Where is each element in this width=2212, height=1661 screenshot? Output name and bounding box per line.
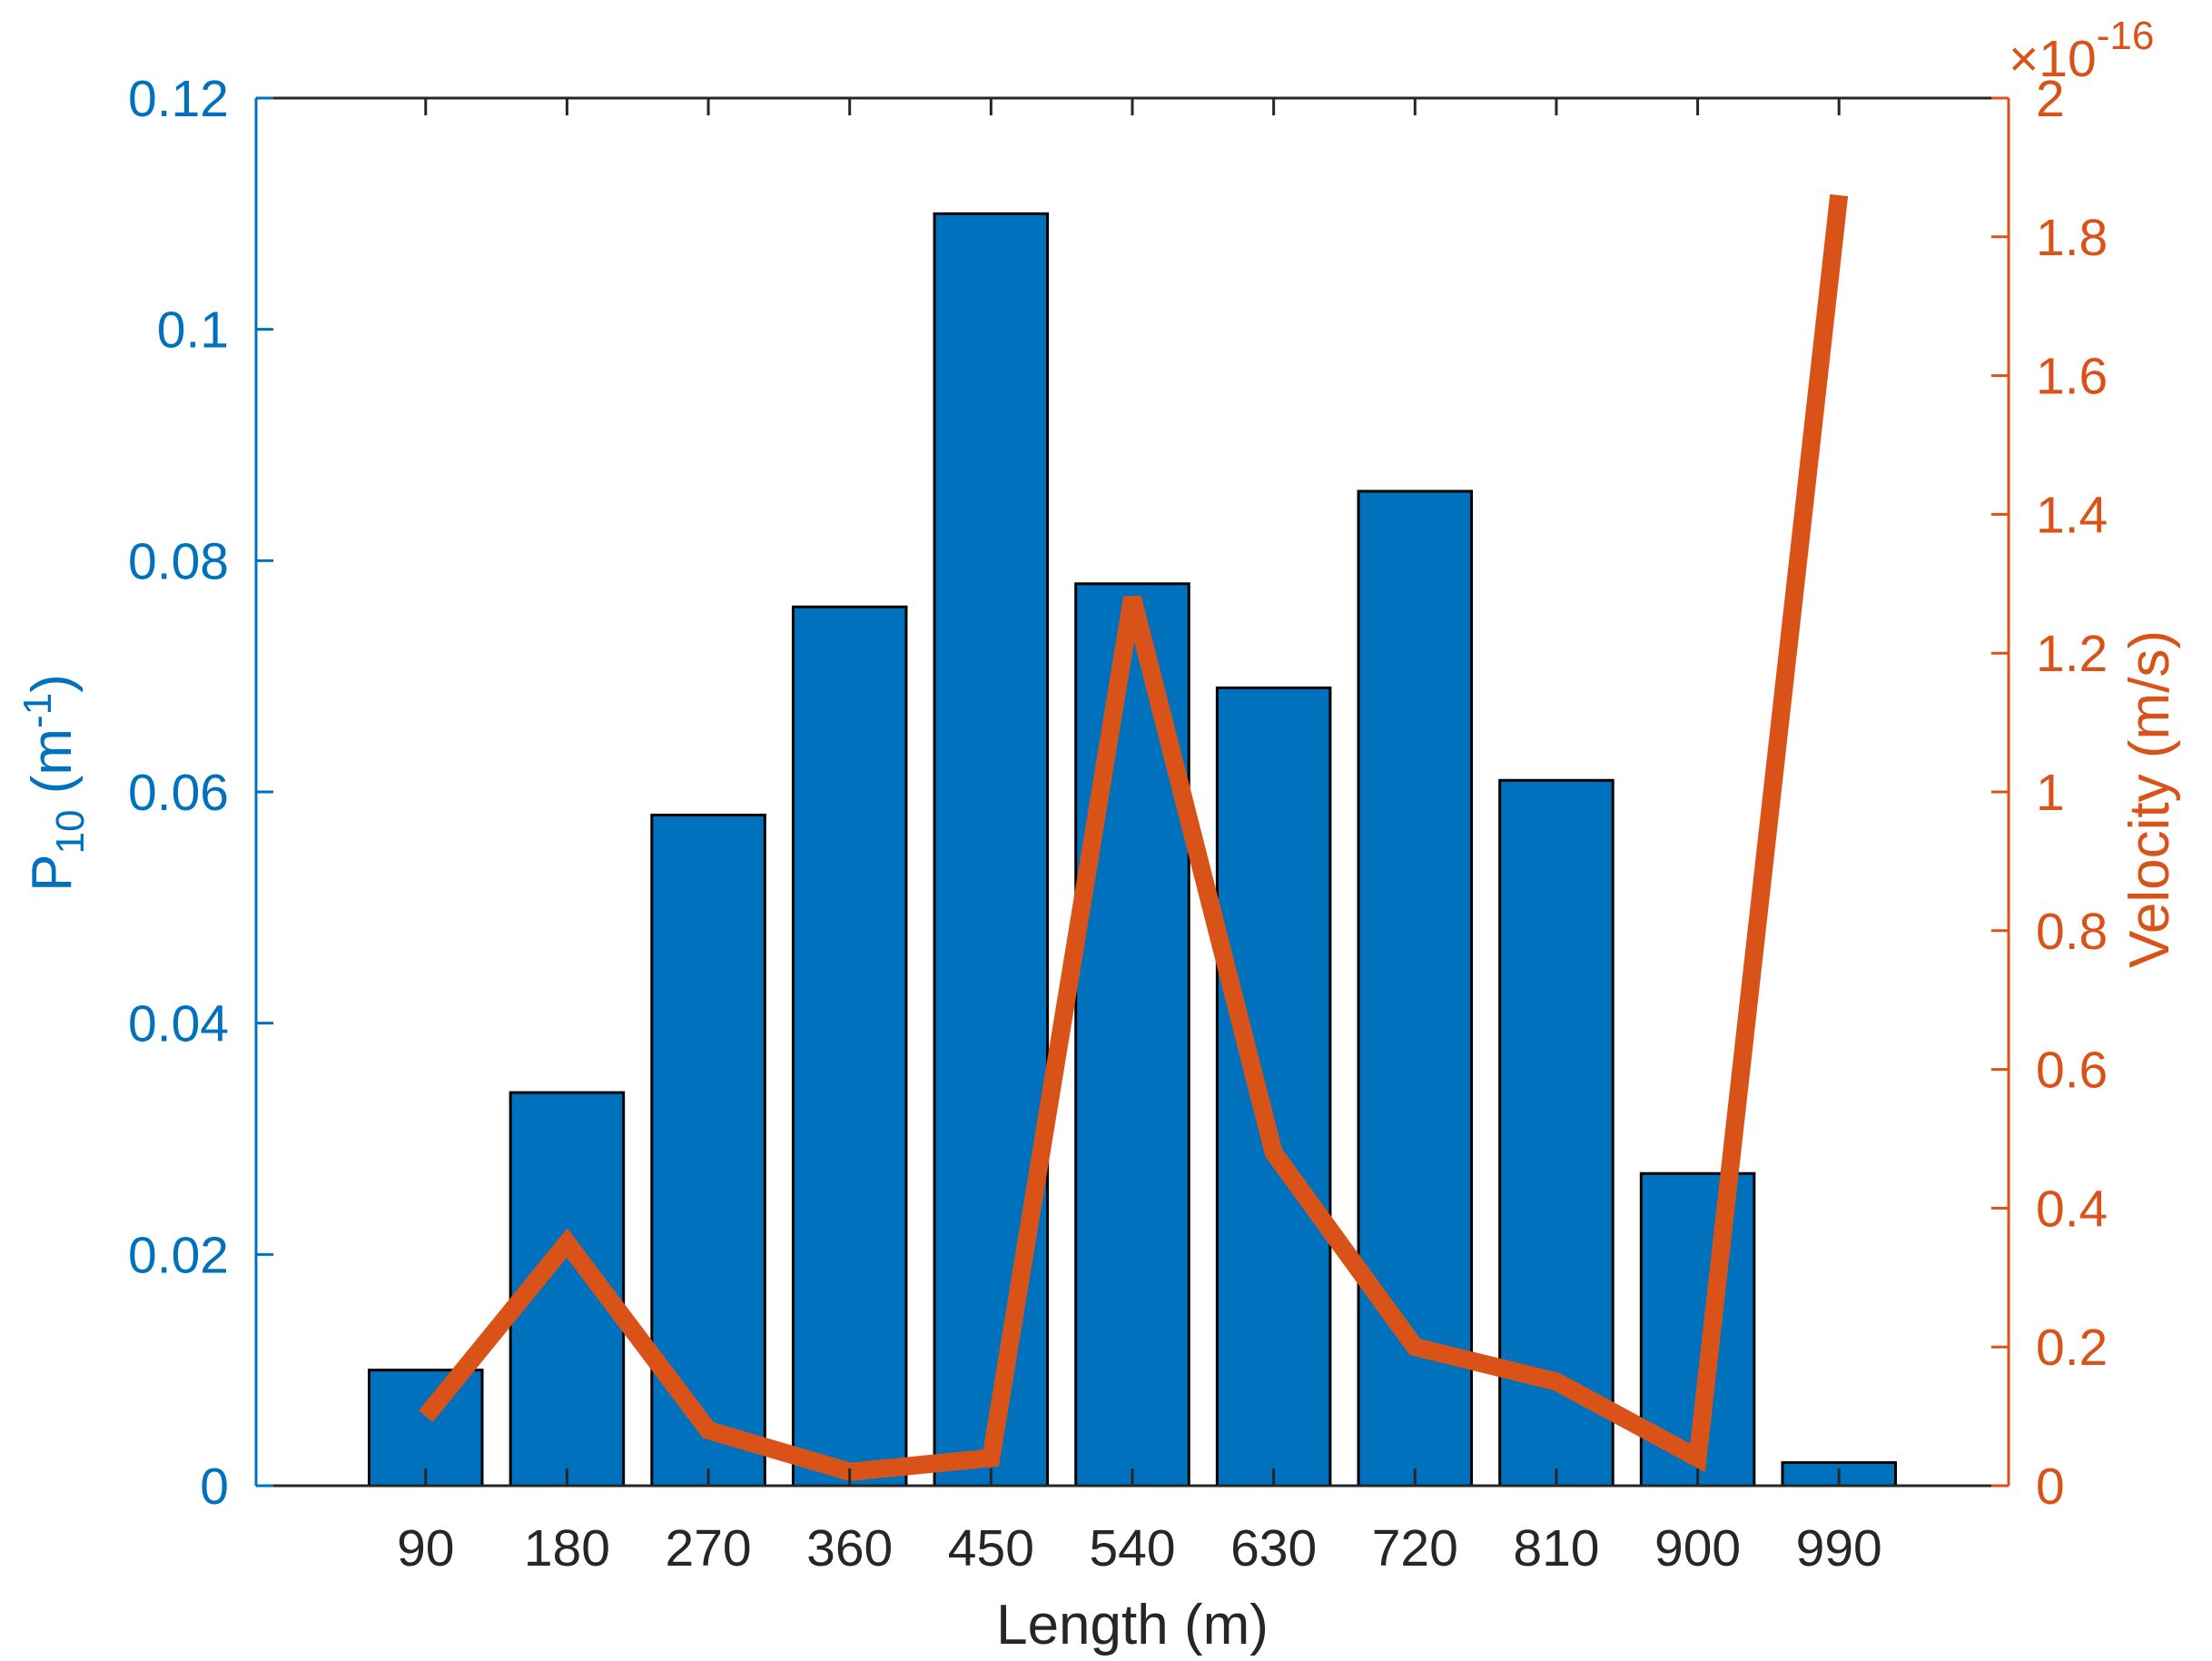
tick-labels: 90 180 270 360 450 540 630 720 810 900 990 0 0.02 0.0… (128, 70, 2108, 1577)
x-tick-label-810: 810 (1513, 1519, 1599, 1577)
y-right-tick-label-3: 0.6 (2036, 1042, 2108, 1100)
y-left-tick-label-4: 0.08 (128, 532, 229, 590)
x-tick-label-630: 630 (1230, 1519, 1317, 1577)
y-left-tick-label-5: 0.1 (157, 302, 229, 360)
y-axis-left-label: P10 (m-1) (15, 674, 93, 892)
x-tick-label-720: 720 (1372, 1519, 1458, 1577)
y-left-label-sup: -1 (15, 693, 60, 728)
bar-450 (933, 212, 1050, 1488)
bar-630 (1215, 686, 1332, 1488)
x-tick-label-450: 450 (948, 1519, 1034, 1577)
exponent-prefix: ×10 (2009, 30, 2097, 88)
y-left-tick-label-0: 0 (200, 1458, 229, 1516)
y-left-label-close: ) (21, 674, 84, 693)
axes (254, 96, 2010, 1488)
y-left-tick-label-6: 0.12 (128, 70, 229, 128)
y-right-tick-label-9: 1.8 (2036, 209, 2108, 267)
x-tick-label-360: 360 (806, 1519, 893, 1577)
y-left-label-unit: (m (21, 728, 84, 810)
exponent-power: -16 (2097, 14, 2155, 58)
y-axis-right-label: Velocity (m/s) (2118, 630, 2181, 968)
bar-360 (791, 605, 908, 1488)
x-axis-label: Length (m) (996, 1594, 1269, 1656)
bar-90 (368, 1369, 484, 1488)
y-right-tick-label-2: 0.4 (2036, 1180, 2108, 1238)
bar-720 (1357, 489, 1474, 1488)
x-tick-label-270: 270 (666, 1519, 752, 1577)
x-tick-label-540: 540 (1089, 1519, 1175, 1577)
x-tick-label-990: 990 (1796, 1519, 1882, 1577)
y-right-tick-label-4: 0.8 (2036, 903, 2108, 961)
y-right-tick-label-0: 0 (2036, 1458, 2065, 1516)
right-axis-exponent: ×10-16 (2009, 14, 2154, 88)
y-right-tick-label-8: 1.6 (2036, 348, 2108, 406)
x-tick-label-180: 180 (524, 1519, 610, 1577)
y-left-tick-label-2: 0.04 (128, 995, 229, 1053)
y-left-tick-label-1: 0.02 (128, 1226, 229, 1284)
line-series (419, 193, 1849, 1481)
y-right-tick-label-7: 1.4 (2036, 486, 2108, 544)
y-right-tick-label-6: 1.2 (2036, 625, 2108, 683)
bar-series (368, 212, 1897, 1488)
y-right-tick-label-10: 2 (2036, 70, 2065, 128)
x-tick-label-900: 900 (1654, 1519, 1741, 1577)
y-left-tick-label-3: 0.06 (128, 764, 229, 822)
y-right-tick-label-1: 0.2 (2036, 1319, 2108, 1377)
y-right-tick-label-5: 1 (2036, 764, 2065, 822)
x-tick-label-90: 90 (397, 1519, 454, 1577)
y-left-label-sub: 10 (48, 810, 93, 855)
y-left-label-base: P (21, 854, 84, 891)
